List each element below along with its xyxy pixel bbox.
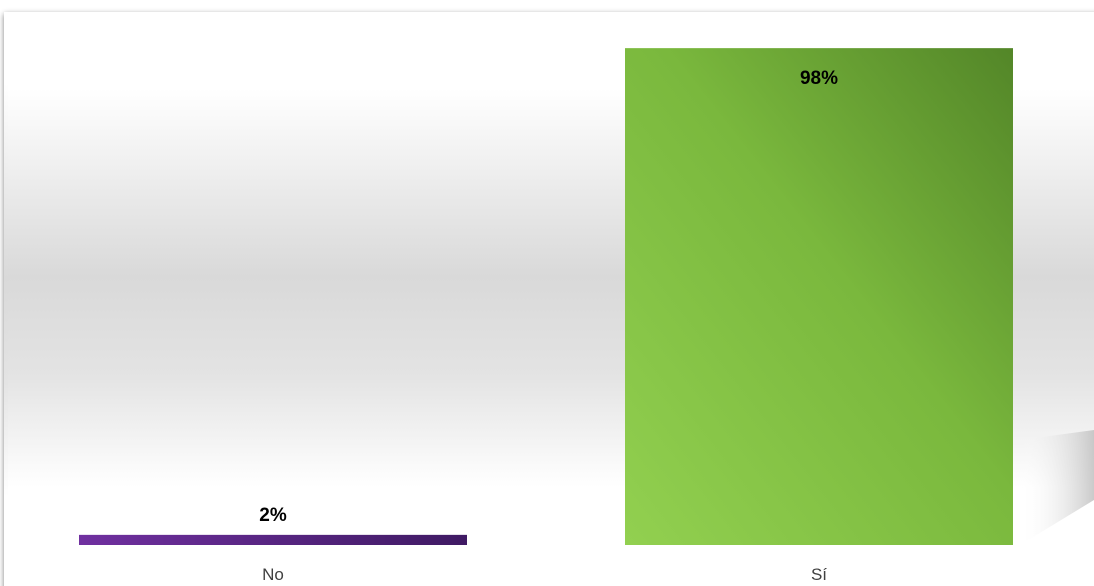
bar-no (79, 534, 467, 545)
data-label-s-: 98% (800, 68, 838, 89)
floor-shadow (1020, 430, 1094, 545)
bar-s- (625, 48, 1013, 545)
x-tick-label: Sí (811, 565, 827, 584)
x-tick-label: No (262, 565, 284, 584)
bars-layer (79, 48, 1013, 545)
x-axis-tick-labels: No Sí (262, 565, 827, 584)
data-labels-layer: 2% 98% (259, 68, 838, 526)
data-label-no: 2% (259, 505, 287, 526)
